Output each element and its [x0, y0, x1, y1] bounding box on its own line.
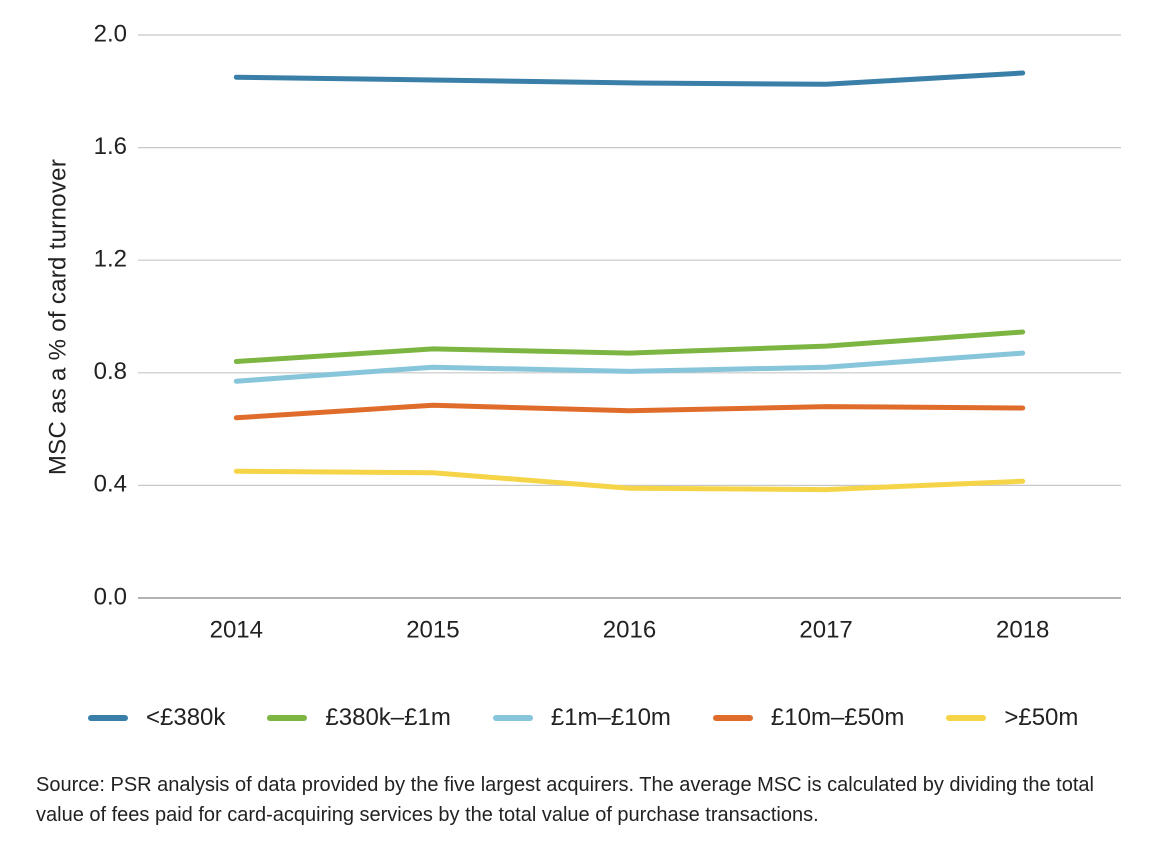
legend-label: £10m–£50m — [770, 704, 905, 731]
y-tick-label: 0.4 — [94, 471, 127, 498]
y-axis-label: MSC as a % of card turnover — [44, 159, 71, 475]
series-line — [233, 468, 1026, 493]
line-chart: 0.00.40.81.21.62.0 2014 2015 2016 2017 2018 … — [44, 20, 1121, 643]
series-lines — [233, 70, 1026, 493]
legend-item: £1m–£10m — [492, 704, 671, 732]
legend-swatch — [88, 715, 128, 721]
x-tick-label: 2014 — [210, 616, 263, 643]
legend-label: £380k–£1m — [325, 704, 451, 731]
y-tick-label: 0.0 — [94, 583, 127, 610]
x-axis-ticks: 2014 2015 2016 2017 2018 — [210, 616, 1050, 643]
gridlines — [138, 34, 1121, 599]
legend-swatch — [492, 715, 533, 721]
y-tick-label: 1.6 — [94, 133, 127, 160]
legend-label: >£50m — [1004, 704, 1079, 731]
legend-swatch — [267, 715, 308, 721]
legend-swatch — [712, 715, 753, 721]
legend-item: >£50m — [946, 704, 1078, 732]
legend-item: £380k–£1m — [267, 704, 451, 732]
x-tick-label: 2017 — [799, 616, 852, 643]
legend-label: £1m–£10m — [550, 704, 671, 731]
series-line — [233, 329, 1026, 364]
y-axis-ticks: 0.0 0.4 0.8 1.2 1.6 2.0 — [94, 20, 127, 610]
y-tick-label: 1.2 — [94, 246, 127, 273]
legend-item: £10m–£50m — [712, 704, 905, 732]
legend: <£380k £380k–£1m £1m–£10m £10m–£50m >£50m — [88, 704, 1078, 732]
source-note: Source: PSR analysis of data provided by… — [36, 774, 1094, 826]
legend-item: <£380k — [88, 704, 225, 732]
legend-swatch — [946, 715, 987, 721]
x-tick-label: 2018 — [996, 616, 1049, 643]
x-tick-label: 2015 — [406, 616, 459, 643]
x-tick-label: 2016 — [603, 616, 656, 643]
legend-label: <£380k — [146, 704, 226, 731]
series-line — [233, 350, 1026, 384]
series-line — [233, 402, 1026, 421]
y-tick-label: 0.8 — [94, 358, 127, 385]
series-line — [233, 70, 1026, 87]
y-tick-label: 2.0 — [94, 20, 127, 47]
